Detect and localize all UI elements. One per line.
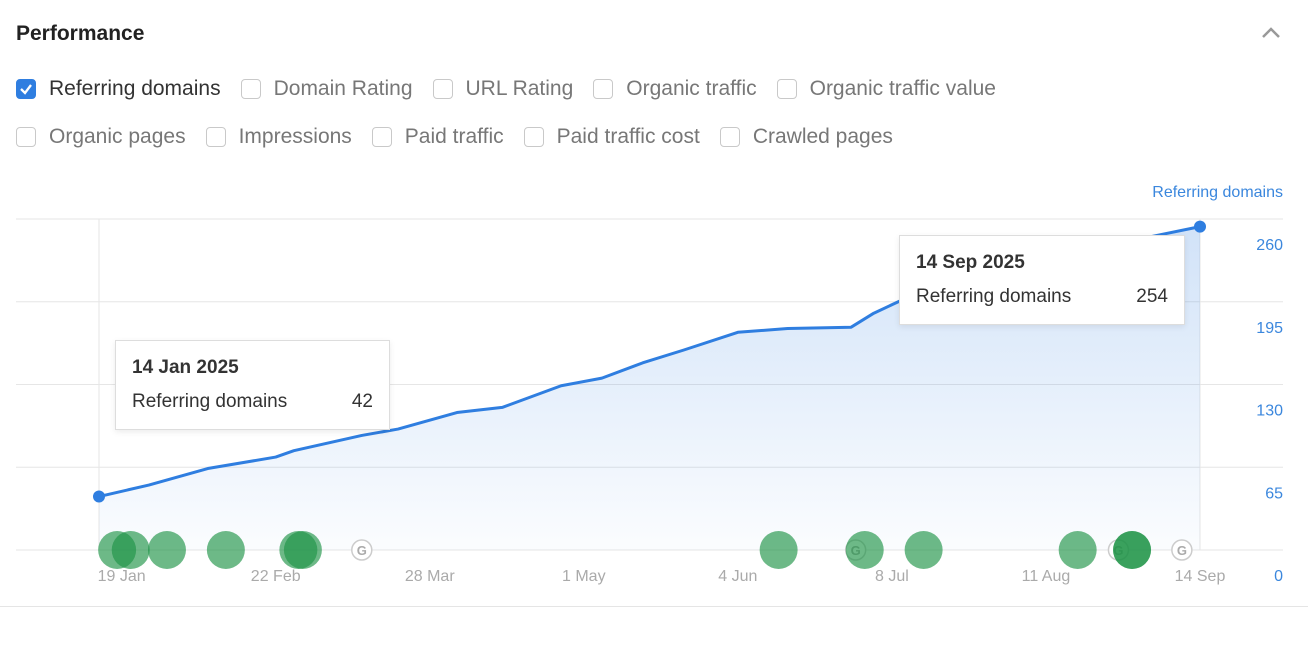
metric-checkbox-row: Referring domains Domain Rating URL Rating… [16, 77, 996, 101]
event-marker [845, 531, 884, 569]
metric-checkbox-row: Organic pages Impressions Paid traffic Paid… [16, 125, 893, 149]
checkbox-label: Paid traffic [404, 125, 504, 148]
checkbox[interactable] [523, 127, 544, 147]
panel-title: Performance [16, 22, 145, 45]
checkbox-label: Organic traffic [626, 77, 757, 100]
y-axis-label: Referring domains [1152, 184, 1283, 201]
checkbox[interactable] [593, 79, 614, 99]
event-marker [759, 531, 798, 569]
google-marker-label: G [357, 543, 367, 558]
tooltip-end: 14 Sep 2025 Referring domains 254 [899, 235, 1185, 325]
event-marker [283, 531, 322, 569]
checkbox-label: URL Rating [465, 77, 574, 100]
y-tick-label: 0 [1274, 568, 1283, 585]
metric-checkbox-domain-rating[interactable]: Domain Rating [240, 77, 413, 101]
event-marker [1058, 531, 1097, 569]
checkbox-label: Domain Rating [273, 77, 413, 100]
tooltip-date: 14 Sep 2025 [916, 252, 1025, 273]
checkbox[interactable] [719, 127, 740, 147]
metric-checkbox-organic-pages[interactable]: Organic pages [16, 125, 186, 149]
tooltip-value: 42 [351, 391, 373, 412]
metric-checkbox-impressions[interactable]: Impressions [205, 125, 352, 149]
x-tick-label: 8 Jul [875, 568, 909, 585]
google-marker-circle [1171, 539, 1193, 561]
x-tick-label: 19 Jan [98, 568, 146, 585]
y-tick-label: 130 [1256, 403, 1283, 420]
checkmark-icon [20, 84, 32, 95]
tooltip-label: Referring domains [916, 286, 1072, 307]
tooltip-value: 254 [1136, 286, 1168, 307]
x-tick-label: 11 Aug [1022, 568, 1071, 585]
tooltip-start: 14 Jan 2025 Referring domains 42 [115, 340, 390, 430]
event-marker [904, 531, 943, 569]
checkbox[interactable] [16, 127, 36, 147]
x-tick-label: 4 Jun [718, 568, 757, 585]
checkbox[interactable] [432, 79, 453, 99]
metric-checkbox-referring-domains[interactable]: Referring domains [16, 77, 221, 101]
checkbox[interactable] [205, 127, 226, 147]
metric-checkbox-crawled-pages[interactable]: Crawled pages [719, 125, 893, 149]
google-marker-label: G [1177, 543, 1187, 558]
checkbox[interactable] [776, 79, 797, 99]
checkbox[interactable] [240, 79, 261, 99]
checkbox-label: Organic pages [49, 125, 186, 148]
google-marker-circle [351, 539, 373, 561]
data-point-start [93, 490, 105, 503]
metric-checkbox-paid-traffic[interactable]: Paid traffic [371, 125, 504, 149]
x-tick-label: 28 Mar [405, 568, 455, 585]
tooltip-date: 14 Jan 2025 [132, 357, 239, 378]
metric-checkbox-url-rating[interactable]: URL Rating [432, 77, 574, 101]
checkbox-label: Paid traffic cost [556, 125, 700, 148]
x-tick-label: 14 Sep [1175, 568, 1226, 585]
event-marker [147, 531, 186, 569]
checkbox-label: Organic traffic value [809, 77, 996, 100]
y-tick-label: 195 [1256, 320, 1283, 337]
checkbox[interactable] [371, 127, 392, 147]
divider [0, 606, 1308, 607]
google-g-icon: G [1171, 539, 1193, 561]
metric-checkbox-organic-traffic[interactable]: Organic traffic [593, 77, 757, 101]
checkbox[interactable] [16, 79, 36, 99]
tooltip-label: Referring domains [132, 391, 288, 412]
metric-checkbox-paid-traffic-cost[interactable]: Paid traffic cost [523, 125, 700, 149]
event-marker [206, 531, 245, 569]
chevron-up-icon[interactable] [1260, 24, 1282, 42]
metric-checkbox-organic-traffic-value[interactable]: Organic traffic value [776, 77, 996, 101]
event-marker [111, 531, 150, 569]
checkbox-label: Crawled pages [752, 125, 893, 148]
checkbox-label: Impressions [238, 125, 352, 148]
x-tick-label: 22 Feb [251, 568, 301, 585]
data-point-end [1194, 220, 1206, 233]
checkbox-label: Referring domains [49, 77, 221, 100]
google-g-icon: G [351, 539, 373, 561]
y-tick-label: 65 [1265, 485, 1283, 502]
event-marker [1113, 531, 1152, 569]
y-tick-label: 260 [1256, 237, 1283, 254]
x-tick-label: 1 May [562, 568, 606, 585]
